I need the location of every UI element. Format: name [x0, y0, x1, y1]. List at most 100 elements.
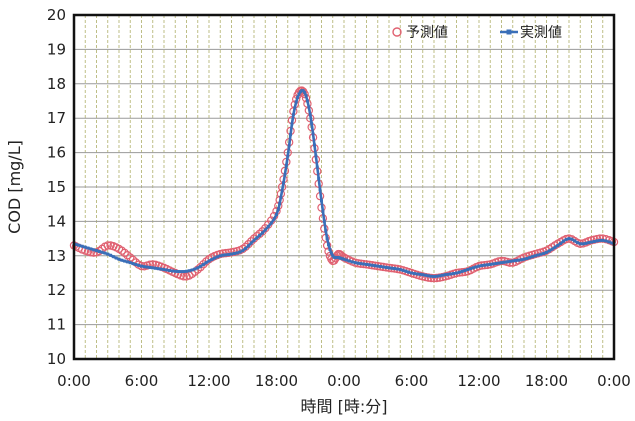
measured-point	[511, 259, 514, 262]
measured-point	[393, 267, 396, 270]
measured-point	[140, 265, 143, 268]
measured-point	[345, 259, 348, 262]
measured-point	[388, 266, 391, 269]
measured-point	[565, 238, 568, 241]
measured-point	[109, 254, 112, 257]
measured-point	[326, 237, 329, 240]
measured-point	[174, 270, 177, 273]
legend: 予測値 実測値	[393, 25, 562, 41]
measured-point	[278, 202, 281, 205]
y-tick-label: 13	[47, 247, 66, 265]
x-tick-label: 0:00	[57, 372, 91, 390]
measured-point	[416, 272, 419, 275]
measured-point	[368, 263, 371, 266]
x-tick-label: 18:00	[255, 372, 298, 390]
measured-point	[270, 222, 273, 225]
measured-point	[402, 269, 405, 272]
measured-point	[480, 264, 483, 267]
measured-point	[253, 239, 256, 242]
measured-point	[177, 270, 180, 273]
measured-point	[216, 255, 219, 258]
measured-point	[282, 181, 285, 184]
measured-point	[319, 188, 322, 191]
measured-point	[568, 237, 571, 240]
measured-point	[101, 251, 104, 254]
measured-point	[596, 239, 599, 242]
legend-predicted-label: 予測値	[406, 25, 448, 41]
measured-point	[604, 239, 607, 242]
measured-point	[202, 263, 205, 266]
measured-point	[277, 208, 280, 211]
measured-point	[132, 262, 135, 265]
measured-point	[148, 266, 151, 269]
measured-point	[165, 269, 168, 272]
measured-point	[321, 210, 324, 213]
measured-point	[435, 275, 438, 278]
measured-point	[129, 261, 132, 264]
measured-point	[185, 270, 188, 273]
measured-point	[573, 239, 576, 242]
measured-point	[199, 265, 202, 268]
measured-point	[230, 253, 233, 256]
measured-point	[548, 249, 551, 252]
measured-point	[348, 259, 351, 262]
legend-measured-marker	[507, 30, 512, 35]
measured-point	[330, 252, 333, 255]
measured-point	[296, 96, 299, 99]
measured-point	[292, 113, 295, 116]
measured-point	[410, 272, 413, 275]
measured-point	[123, 260, 126, 263]
measured-point	[154, 267, 157, 270]
measured-point	[359, 262, 362, 265]
measured-point	[98, 250, 101, 253]
measured-point	[84, 246, 87, 249]
measured-point	[562, 240, 565, 243]
measured-point	[255, 236, 258, 239]
measured-point	[483, 264, 486, 267]
measured-point	[151, 266, 154, 269]
measured-point	[399, 268, 402, 271]
measured-point	[404, 270, 407, 273]
measured-point	[373, 264, 376, 267]
measured-point	[433, 275, 436, 278]
measured-point	[537, 254, 540, 257]
measured-point	[534, 254, 537, 257]
x-tick-label: 6:00	[395, 372, 429, 390]
measured-point	[95, 249, 98, 252]
measured-point	[508, 260, 511, 263]
measured-point	[163, 268, 166, 271]
measured-point	[357, 262, 360, 265]
measured-point	[146, 266, 149, 269]
measured-point	[553, 246, 556, 249]
measured-point	[303, 91, 306, 94]
legend-item-predicted: 予測値	[393, 25, 448, 41]
y-tick-label: 17	[47, 109, 66, 127]
grid	[74, 15, 614, 359]
measured-point	[385, 266, 388, 269]
measured-point	[157, 267, 160, 270]
measured-point	[247, 244, 250, 247]
x-tick-label: 18:00	[525, 372, 568, 390]
measured-point	[441, 274, 444, 277]
measured-point	[317, 177, 320, 180]
measured-point	[328, 248, 331, 251]
measured-point	[115, 257, 118, 260]
measured-point	[261, 231, 264, 234]
measured-point	[523, 258, 526, 261]
x-axis-title: 時間 [時:分]	[301, 397, 388, 416]
y-tick-label: 12	[47, 281, 66, 299]
measured-point	[106, 253, 109, 256]
measured-point	[312, 133, 315, 136]
measured-point	[188, 269, 191, 272]
measured-point	[601, 239, 604, 242]
measured-point	[208, 259, 211, 262]
y-tick-label: 15	[47, 178, 66, 196]
measured-point	[590, 241, 593, 244]
measured-point	[81, 245, 84, 248]
measured-point	[193, 268, 196, 271]
measured-point	[525, 257, 528, 260]
measured-point	[579, 242, 582, 245]
measured-point	[390, 267, 393, 270]
measured-point	[382, 265, 385, 268]
measured-point	[143, 265, 146, 268]
